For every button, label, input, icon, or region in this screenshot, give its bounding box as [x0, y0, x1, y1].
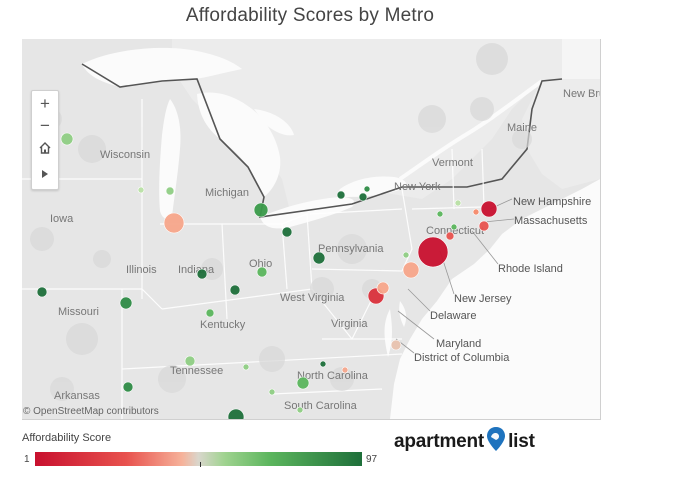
place-label: Kentucky: [200, 319, 246, 331]
metro-marker[interactable]: [165, 186, 175, 196]
metro-marker[interactable]: [445, 231, 455, 241]
metro-marker[interactable]: [436, 210, 444, 218]
callout-label: Maryland: [436, 338, 481, 350]
metro-marker[interactable]: [163, 212, 185, 234]
metro-marker[interactable]: [242, 363, 250, 371]
apartment-list-logo: apartment list: [394, 427, 535, 455]
metro-marker[interactable]: [472, 208, 480, 216]
callout-label: New Hampshire: [513, 196, 591, 208]
metro-marker[interactable]: [281, 226, 293, 238]
place-label: North Carolina: [297, 370, 369, 382]
metro-marker[interactable]: [122, 381, 134, 393]
metro-marker[interactable]: [137, 186, 145, 194]
map-controls: + −: [31, 90, 59, 190]
metro-marker[interactable]: [336, 190, 346, 200]
place-label: Virginia: [331, 318, 368, 330]
callout-label: New Jersey: [454, 293, 512, 305]
metro-marker[interactable]: [376, 281, 390, 295]
metro-marker[interactable]: [390, 339, 402, 351]
map-attribution[interactable]: © OpenStreetMap contributors: [23, 406, 159, 417]
map-panel[interactable]: Wisconsin Michigan Iowa Illinois Indiana…: [22, 39, 601, 420]
metro-marker[interactable]: [417, 236, 449, 268]
expand-button[interactable]: [32, 163, 58, 185]
metro-marker[interactable]: [402, 251, 410, 259]
callout-label: District of Columbia: [414, 352, 510, 364]
legend-max-label: 97: [366, 454, 378, 465]
place-label: Arkansas: [54, 390, 100, 402]
place-label: Iowa: [50, 213, 74, 225]
place-label: New Brunswick: [563, 88, 600, 100]
metro-marker[interactable]: [296, 376, 310, 390]
metro-marker[interactable]: [358, 192, 368, 202]
place-label: Vermont: [432, 157, 473, 169]
legend-tick: [200, 462, 201, 467]
place-label: Michigan: [205, 187, 249, 199]
place-label: Pennsylvania: [318, 243, 384, 255]
home-button[interactable]: [32, 137, 58, 159]
zoom-out-button[interactable]: −: [40, 115, 50, 135]
metro-marker[interactable]: [229, 284, 241, 296]
place-label: Tennessee: [170, 365, 223, 377]
place-label: Ohio: [249, 258, 272, 270]
metro-marker[interactable]: [312, 251, 326, 265]
callout-label: Delaware: [430, 310, 476, 322]
metro-marker[interactable]: [268, 388, 276, 396]
metro-marker[interactable]: [341, 366, 349, 374]
location-pin-icon: [487, 427, 506, 451]
home-icon: [39, 142, 51, 154]
metro-markers[interactable]: [36, 132, 498, 419]
place-label: Wisconsin: [100, 149, 150, 161]
metro-marker[interactable]: [253, 202, 269, 218]
metro-marker[interactable]: [478, 220, 490, 232]
place-label: Illinois: [126, 264, 157, 276]
metro-marker[interactable]: [450, 223, 458, 231]
place-label: Missouri: [58, 306, 99, 318]
callout-label: Massachusetts: [514, 215, 588, 227]
logo-text-left: apartment: [394, 431, 485, 452]
page-title: Affordability Scores by Metro: [185, 5, 435, 26]
play-arrow-icon: [42, 170, 48, 178]
metro-marker[interactable]: [296, 406, 304, 414]
place-label: West Virginia: [280, 292, 345, 304]
place-label: New York: [394, 181, 441, 193]
callout-label: Rhode Island: [498, 263, 563, 275]
metro-marker[interactable]: [184, 355, 196, 367]
metro-marker[interactable]: [36, 286, 48, 298]
metro-marker[interactable]: [402, 261, 420, 279]
map-canvas[interactable]: Wisconsin Michigan Iowa Illinois Indiana…: [22, 39, 600, 419]
place-label: Indiana: [178, 264, 215, 276]
metro-marker[interactable]: [227, 408, 245, 419]
metro-marker[interactable]: [256, 266, 268, 278]
metro-marker[interactable]: [119, 296, 133, 310]
metro-marker[interactable]: [205, 308, 215, 318]
place-label: Connecticut: [426, 225, 484, 237]
place-label: South Carolina: [284, 400, 358, 412]
legend-color-bar: [35, 452, 362, 466]
metro-marker[interactable]: [196, 268, 208, 280]
metro-marker[interactable]: [480, 200, 498, 218]
zoom-in-button[interactable]: +: [40, 93, 50, 113]
legend-title: Affordability Score: [22, 432, 112, 444]
logo-text-right: list: [508, 431, 535, 452]
metro-marker[interactable]: [454, 199, 462, 207]
legend-min-label: 1: [24, 454, 30, 465]
metro-marker[interactable]: [319, 360, 327, 368]
metro-marker[interactable]: [363, 185, 371, 193]
metro-marker[interactable]: [60, 132, 74, 146]
place-label: Maine: [507, 122, 537, 134]
